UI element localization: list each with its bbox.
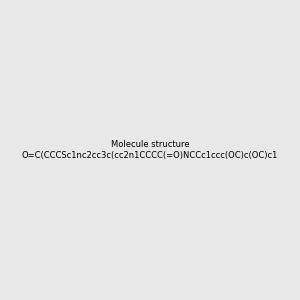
Text: Molecule structure
O=C(CCCSc1nc2cc3c(cc2n1CCCC(=O)NCCc1ccc(OC)c(OC)c1: Molecule structure O=C(CCCSc1nc2cc3c(cc2… [22,140,278,160]
